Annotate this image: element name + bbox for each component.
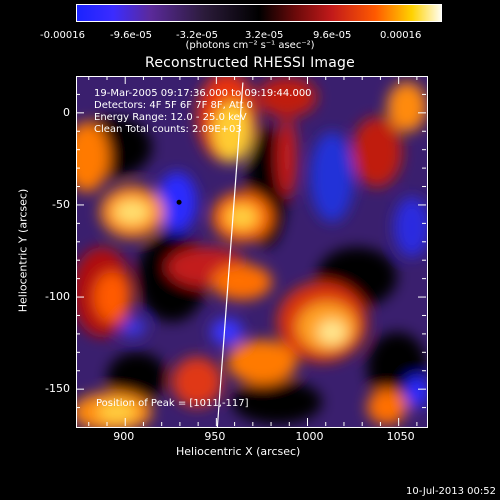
y-tick-label: -150: [45, 382, 70, 396]
solar-limb-line: [216, 82, 244, 427]
colorbar: [76, 4, 442, 22]
plot-title: Reconstructed RHESSI Image: [145, 55, 355, 71]
colorbar-tick-label: -3.2e-05: [176, 30, 218, 41]
y-tick-label: -50: [52, 197, 70, 211]
peak-position-label: Position of Peak = [1011,-117]: [96, 398, 249, 409]
info-line-time: 19-Mar-2005 09:17:36.000 to 09:19:44.000: [94, 88, 312, 99]
footer-timestamp: 10-Jul-2013 00:52: [405, 486, 496, 497]
colorbar-units: (photons cm⁻² s⁻¹ asec⁻²): [185, 40, 315, 51]
x-tick-label: 900: [113, 430, 135, 443]
rhessi-image: 19-Mar-2005 09:17:36.000 to 09:19:44.000…: [76, 76, 428, 428]
y-axis-label: Heliocentric Y (arcsec): [16, 188, 30, 313]
colorbar-tick-label: 3.2e-05: [245, 30, 284, 41]
colorbar-tick-label: 0.00016: [380, 30, 422, 41]
colorbar-tick-label: 9.6e-05: [313, 30, 352, 41]
colorbar-tick-label: -0.00016: [40, 30, 85, 41]
peak-marker-dot: [176, 199, 182, 205]
info-line-detectors: Detectors: 4F 5F 6F 7F 8F, Att 0: [94, 100, 254, 111]
y-tick-label: -100: [45, 290, 70, 304]
image-svg: [77, 77, 427, 427]
colorbar-tick-label: -9.6e-05: [110, 30, 152, 41]
observation-info: 19-Mar-2005 09:17:36.000 to 09:19:44.000…: [94, 88, 312, 136]
x-tick-label: 1050: [386, 430, 415, 443]
x-tick-label: 1000: [295, 430, 324, 443]
info-line-energy: Energy Range: 12.0 - 25.0 keV: [94, 112, 247, 123]
y-tick-label: 0: [63, 105, 70, 119]
info-line-clean: Clean Total counts: 2.09E+03: [94, 124, 242, 135]
x-axis-label: Heliocentric X (arcsec): [176, 445, 301, 458]
x-tick-label: 950: [204, 430, 226, 443]
